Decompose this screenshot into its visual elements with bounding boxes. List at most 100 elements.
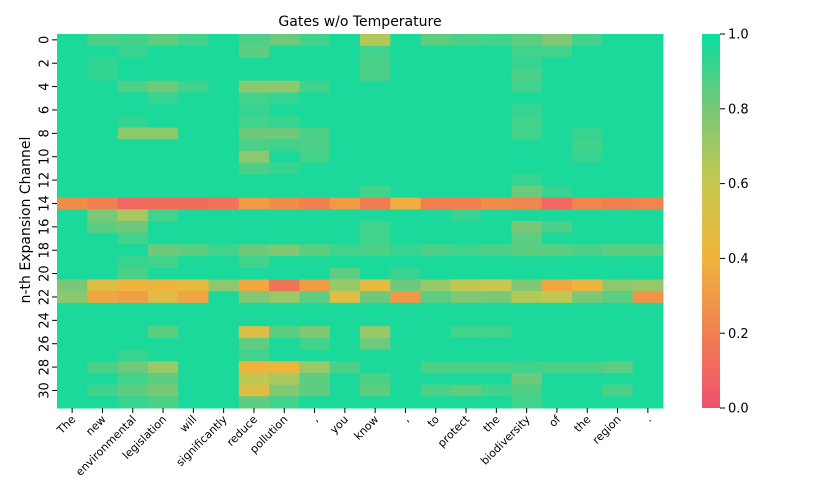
- heatmap-cell: [147, 384, 179, 397]
- heatmap-cell: [178, 162, 209, 175]
- heatmap-cell: [360, 221, 391, 234]
- heatmap-cell: [511, 267, 543, 280]
- heatmap-cell: [208, 314, 240, 327]
- heatmap-cell: [390, 69, 422, 82]
- heatmap-cell: [178, 384, 209, 397]
- heatmap-cell: [632, 127, 664, 140]
- heatmap-cell: [147, 197, 179, 210]
- heatmap-cell: [390, 185, 422, 199]
- heatmap-cell: [450, 115, 482, 128]
- heatmap-cell: [632, 232, 664, 245]
- heatmap-cell: [299, 45, 331, 58]
- heatmap-cell: [360, 174, 391, 187]
- heatmap-cell: [450, 291, 482, 304]
- heatmap-cell: [208, 174, 240, 187]
- heatmap-cell: [57, 57, 88, 70]
- heatmap-cell: [360, 92, 391, 105]
- heatmap-cell: [208, 279, 240, 292]
- heatmap-cell: [541, 185, 573, 199]
- heatmap-cell: [420, 45, 452, 58]
- heatmap-cell: [329, 104, 361, 117]
- heatmap-cell: [450, 337, 482, 351]
- heatmap-cell: [57, 174, 88, 187]
- heatmap-cell: [632, 267, 664, 280]
- heatmap-cell: [602, 139, 634, 152]
- heatmap-cell: [178, 139, 209, 152]
- heatmap-cell: [269, 384, 300, 397]
- heatmap-cell: [87, 104, 119, 117]
- heatmap-cell: [481, 209, 512, 222]
- heatmap-cell: [238, 209, 270, 222]
- heatmap-cell: [299, 267, 331, 280]
- heatmap-cell: [299, 349, 331, 362]
- heatmap-cell: [178, 80, 209, 93]
- heatmap-cell: [360, 162, 391, 175]
- heatmap-cell: [511, 372, 543, 386]
- heatmap-cell: [481, 69, 512, 82]
- heatmap-cell: [481, 104, 512, 117]
- heatmap-cell: [87, 291, 119, 304]
- heatmap-cell: [238, 372, 270, 386]
- heatmap-cell: [269, 115, 300, 128]
- heatmap-cell: [269, 244, 300, 257]
- heatmap-cell: [208, 337, 240, 351]
- heatmap-cell: [541, 349, 573, 362]
- heatmap-cell: [57, 221, 88, 234]
- heatmap-cell: [511, 139, 543, 152]
- heatmap-cell: [511, 337, 543, 351]
- heatmap-cell: [299, 104, 331, 117]
- heatmap-cell: [602, 302, 634, 315]
- heatmap-cell: [360, 291, 391, 304]
- heatmap-cell: [329, 174, 361, 187]
- y-tick-label: 4: [38, 82, 53, 90]
- heatmap-cell: [329, 396, 361, 409]
- heatmap-cell: [511, 384, 543, 397]
- x-tick-label: you: [327, 413, 350, 436]
- heatmap-cell: [147, 104, 179, 117]
- heatmap-cell: [178, 45, 209, 58]
- heatmap-cell: [117, 396, 149, 409]
- heatmap-cell: [481, 92, 512, 105]
- heatmap-cell: [572, 150, 603, 164]
- heatmap-cell: [511, 326, 543, 339]
- heatmap-cell: [481, 372, 512, 386]
- heatmap-cell: [329, 139, 361, 152]
- heatmap-cell: [450, 209, 482, 222]
- heatmap-cell: [117, 69, 149, 82]
- heatmap-cell: [572, 80, 603, 93]
- heatmap-cell: [632, 314, 664, 327]
- heatmap-cell: [360, 384, 391, 397]
- heatmap-cell: [208, 139, 240, 152]
- heatmap-cell: [208, 104, 240, 117]
- heatmap-cell: [632, 279, 664, 292]
- heatmap-cell: [541, 326, 573, 339]
- heatmap-cell: [632, 34, 664, 47]
- heatmap-cell: [269, 92, 300, 105]
- heatmap-cell: [178, 185, 209, 199]
- y-tick-label: 12: [38, 172, 53, 189]
- heatmap-cell: [57, 326, 88, 339]
- heatmap-cell: [481, 396, 512, 409]
- heatmap-cell: [208, 384, 240, 397]
- heatmap-cell: [147, 372, 179, 386]
- heatmap-cell: [117, 372, 149, 386]
- heatmap-cell: [87, 314, 119, 327]
- heatmap-cell: [541, 34, 573, 47]
- y-tick-label: 6: [38, 106, 53, 114]
- heatmap-cell: [178, 279, 209, 292]
- heatmap-cell: [602, 361, 634, 374]
- heatmap-cell: [420, 337, 452, 351]
- heatmap-cell: [360, 209, 391, 222]
- heatmap-cell: [147, 150, 179, 164]
- heatmap-cell: [87, 69, 119, 82]
- heatmap-cell: [299, 197, 331, 210]
- heatmap-cell: [208, 197, 240, 210]
- heatmap-cell: [57, 372, 88, 386]
- y-tick-label: 22: [38, 289, 53, 306]
- heatmap-cell: [329, 197, 361, 210]
- heatmap-cell: [329, 302, 361, 315]
- heatmap-cell: [178, 291, 209, 304]
- heatmap-cell: [572, 372, 603, 386]
- heatmap-cell: [450, 256, 482, 269]
- heatmap-cell: [360, 34, 391, 47]
